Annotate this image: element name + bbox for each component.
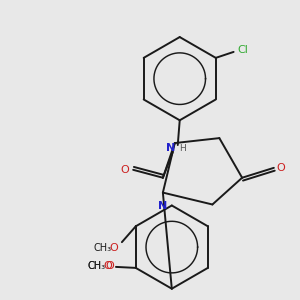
Text: CH: CH [88, 261, 102, 271]
Text: N: N [166, 143, 175, 153]
Text: CH₃: CH₃ [88, 261, 106, 271]
Text: O: O [277, 163, 286, 173]
Text: O: O [120, 165, 129, 175]
Text: H: H [179, 143, 185, 152]
Text: Cl: Cl [238, 45, 248, 55]
Text: O: O [103, 261, 112, 271]
Text: N: N [158, 200, 167, 211]
Text: O: O [105, 261, 114, 271]
Text: O: O [109, 243, 118, 253]
Text: CH₃: CH₃ [94, 243, 112, 253]
